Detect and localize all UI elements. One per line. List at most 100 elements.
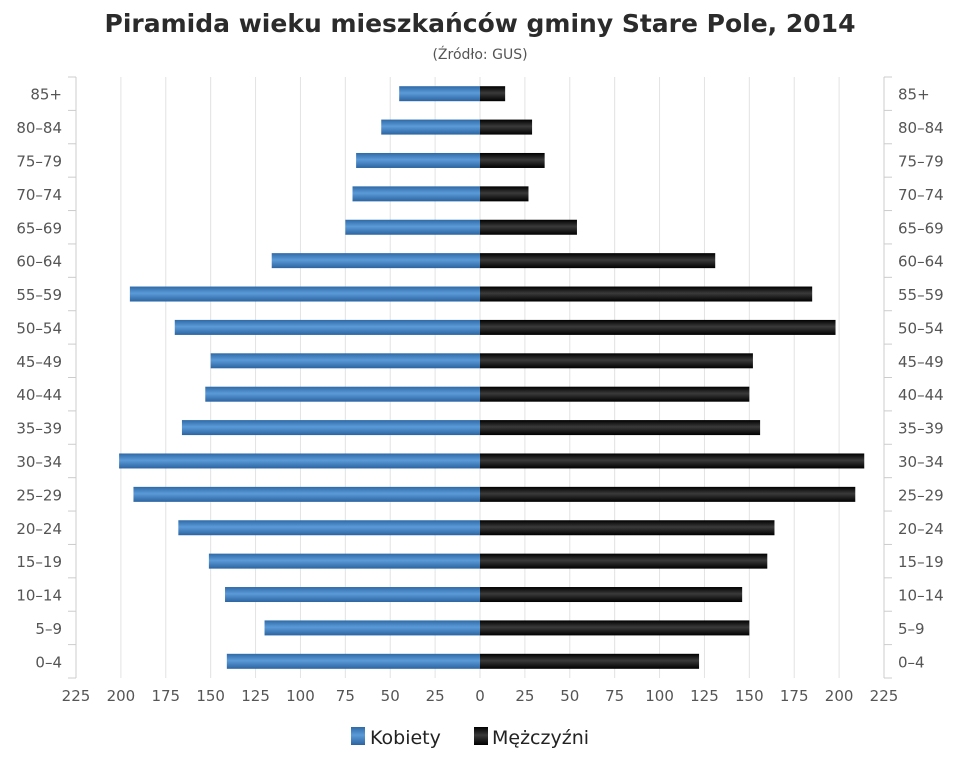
y-label-left: 5–9 — [35, 620, 62, 638]
bar-kobiety-35–39[interactable] — [181, 420, 480, 436]
bar-mezczyzni-0–4[interactable] — [480, 653, 700, 669]
x-tick-label: 75 — [336, 687, 355, 705]
bar-mezczyzni-70–74[interactable] — [480, 186, 529, 202]
bar-kobiety-20–24[interactable] — [178, 520, 480, 536]
y-label-right: 85+ — [898, 86, 930, 104]
legend-label-kobiety: Kobiety — [370, 727, 441, 749]
x-tick-label: 50 — [381, 687, 400, 705]
y-label-right: 25–29 — [898, 486, 944, 504]
y-label-right: 5–9 — [898, 620, 925, 638]
chart-title: Piramida wieku mieszkańców gminy Stare P… — [105, 9, 856, 38]
legend-label-mezczyzni: Mężczyźni — [492, 727, 589, 749]
bar-mezczyzni-80–84[interactable] — [480, 119, 533, 135]
legend: Kobiety Mężczyźni — [351, 727, 589, 749]
y-label-right: 45–49 — [898, 353, 944, 371]
y-label-left: 15–19 — [16, 553, 62, 571]
y-label-right: 35–39 — [898, 420, 944, 438]
bar-kobiety-10–14[interactable] — [225, 587, 480, 603]
bar-kobiety-75–79[interactable] — [356, 152, 480, 168]
legend-swatch-mezczyzni — [474, 727, 488, 745]
bar-kobiety-70–74[interactable] — [352, 186, 480, 202]
bar-mezczyzni-85+[interactable] — [480, 86, 506, 102]
legend-swatch-kobiety — [351, 727, 365, 745]
x-tick-label: 175 — [780, 687, 809, 705]
bar-mezczyzni-25–29[interactable] — [480, 486, 856, 502]
x-tick-label: 0 — [475, 687, 485, 705]
y-label-left: 10–14 — [16, 587, 62, 605]
bar-mezczyzni-65–69[interactable] — [480, 219, 577, 235]
y-label-right: 10–14 — [898, 587, 944, 605]
y-label-right: 20–24 — [898, 520, 944, 538]
y-label-left: 35–39 — [16, 420, 62, 438]
bar-mezczyzni-50–54[interactable] — [480, 319, 836, 335]
y-label-left: 60–64 — [16, 253, 62, 271]
y-label-right: 75–79 — [898, 152, 944, 170]
x-tick-label: 150 — [735, 687, 764, 705]
bar-mezczyzni-75–79[interactable] — [480, 152, 545, 168]
y-label-right: 0–4 — [898, 653, 925, 671]
bar-mezczyzni-55–59[interactable] — [480, 286, 813, 302]
legend-item-kobiety[interactable]: Kobiety — [351, 727, 441, 749]
y-label-left: 75–79 — [16, 152, 62, 170]
y-label-left: 80–84 — [16, 119, 62, 137]
y-label-left: 40–44 — [16, 386, 62, 404]
y-label-right: 55–59 — [898, 286, 944, 304]
bar-kobiety-5–9[interactable] — [264, 620, 480, 636]
bar-mezczyzni-5–9[interactable] — [480, 620, 750, 636]
bar-mezczyzni-40–44[interactable] — [480, 386, 750, 402]
x-tick-label: 225 — [870, 687, 899, 705]
bar-kobiety-15–19[interactable] — [208, 553, 481, 569]
x-tick-label: 125 — [241, 687, 270, 705]
x-tick-label: 175 — [151, 687, 180, 705]
y-label-left: 25–29 — [16, 486, 62, 504]
bar-kobiety-30–34[interactable] — [119, 453, 481, 469]
bar-mezczyzni-35–39[interactable] — [480, 420, 761, 436]
y-label-left: 50–54 — [16, 319, 62, 337]
bar-mezczyzni-20–24[interactable] — [480, 520, 775, 536]
bar-mezczyzni-45–49[interactable] — [480, 353, 753, 369]
y-label-left: 65–69 — [16, 219, 62, 237]
bar-mezczyzni-10–14[interactable] — [480, 587, 743, 603]
x-tick-label: 100 — [286, 687, 315, 705]
x-tick-label: 50 — [560, 687, 579, 705]
bar-kobiety-50–54[interactable] — [174, 319, 480, 335]
y-label-left: 70–74 — [16, 186, 62, 204]
y-label-right: 40–44 — [898, 386, 944, 404]
y-label-left: 30–34 — [16, 453, 62, 471]
bar-kobiety-85+[interactable] — [399, 86, 480, 102]
bar-kobiety-0–4[interactable] — [226, 653, 480, 669]
y-label-left: 55–59 — [16, 286, 62, 304]
y-label-right: 60–64 — [898, 253, 944, 271]
bar-kobiety-65–69[interactable] — [345, 219, 480, 235]
x-tick-label: 225 — [62, 687, 91, 705]
x-tick-label: 150 — [196, 687, 225, 705]
y-label-left: 45–49 — [16, 353, 62, 371]
bar-kobiety-45–49[interactable] — [210, 353, 480, 369]
y-label-right: 70–74 — [898, 186, 944, 204]
x-tick-label: 125 — [690, 687, 719, 705]
y-label-left: 85+ — [30, 86, 62, 104]
bar-mezczyzni-60–64[interactable] — [480, 253, 716, 269]
y-label-right: 50–54 — [898, 319, 944, 337]
y-label-right: 65–69 — [898, 219, 944, 237]
x-tick-label: 200 — [825, 687, 854, 705]
bar-mezczyzni-30–34[interactable] — [480, 453, 865, 469]
bar-kobiety-80–84[interactable] — [381, 119, 480, 135]
bar-kobiety-55–59[interactable] — [129, 286, 480, 302]
y-label-right: 15–19 — [898, 553, 944, 571]
x-tick-label: 25 — [515, 687, 534, 705]
x-tick-label: 200 — [107, 687, 136, 705]
chart-subtitle: (Źródło: GUS) — [432, 45, 527, 63]
y-label-left: 20–24 — [16, 520, 62, 538]
bar-kobiety-25–29[interactable] — [133, 486, 481, 502]
legend-item-mezczyzni[interactable]: Mężczyźni — [474, 727, 589, 749]
bar-kobiety-60–64[interactable] — [271, 253, 480, 269]
x-tick-label: 75 — [605, 687, 624, 705]
x-tick-label: 25 — [426, 687, 445, 705]
y-label-right: 30–34 — [898, 453, 944, 471]
x-tick-label: 100 — [645, 687, 674, 705]
y-label-right: 80–84 — [898, 119, 944, 137]
bar-mezczyzni-15–19[interactable] — [480, 553, 768, 569]
bar-kobiety-40–44[interactable] — [205, 386, 480, 402]
